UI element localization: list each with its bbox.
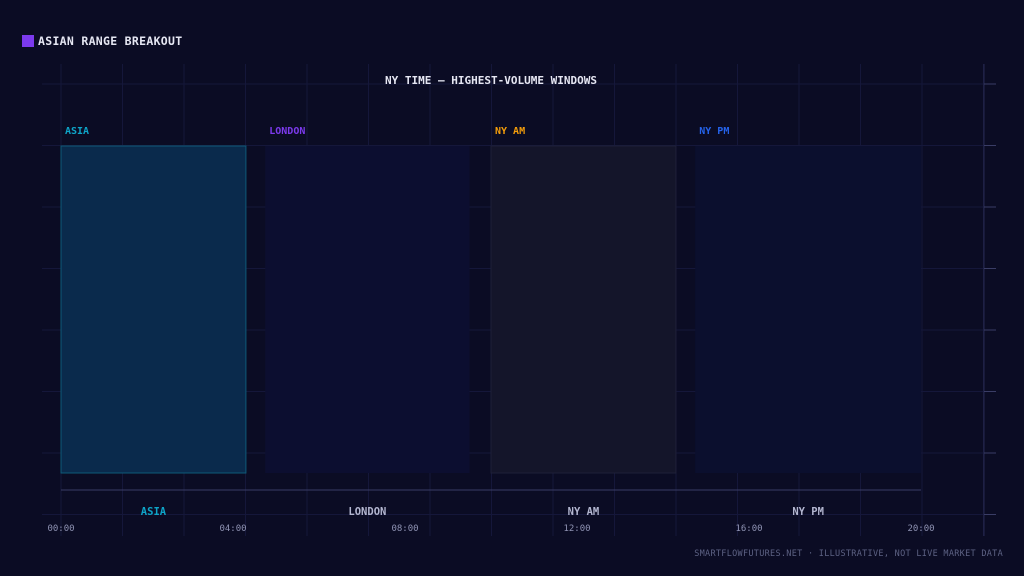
session-axis-label-london: LONDON	[348, 506, 386, 518]
session-bar-ny-pm	[695, 146, 921, 473]
x-tick-label: 12:00	[563, 524, 590, 534]
session-bar-asia	[60, 145, 247, 474]
session-axis-label-asia: ASIA	[141, 506, 167, 518]
session-top-label-ny-pm: NY PM	[699, 126, 729, 137]
session-top-label-ny-am: NY AM	[495, 126, 525, 137]
x-tick-label: 00:00	[47, 524, 74, 534]
session-bar-london	[265, 146, 470, 473]
badge-square-icon	[22, 35, 34, 47]
session-axis-label-ny-pm: NY PM	[792, 506, 824, 518]
session-axis-label-ny-am: NY AM	[568, 506, 600, 518]
x-tick-label: 04:00	[219, 524, 246, 534]
chart-title: NY TIME — HIGHEST-VOLUME WINDOWS	[385, 74, 597, 87]
chart-badge: ASIAN RANGE BREAKOUT	[22, 34, 182, 48]
badge-label: ASIAN RANGE BREAKOUT	[38, 34, 183, 48]
footer-note: SMARTFLOWFUTURES.NET · ILLUSTRATIVE, NOT…	[694, 549, 1003, 559]
session-bar-ny-am	[490, 145, 677, 474]
x-tick-label: 20:00	[907, 524, 934, 534]
x-tick-label: 08:00	[391, 524, 418, 534]
session-bars: ASIA ASIA LONDON LONDON NY AM NY AM NY PM NY PM	[60, 126, 921, 518]
session-top-label-london: LONDON	[269, 126, 305, 137]
axes: 00:00 04:00 08:00 12:00 16:00 20:00	[47, 64, 996, 536]
session-top-label-asia: ASIA	[65, 126, 89, 137]
x-tick-label: 16:00	[735, 524, 762, 534]
